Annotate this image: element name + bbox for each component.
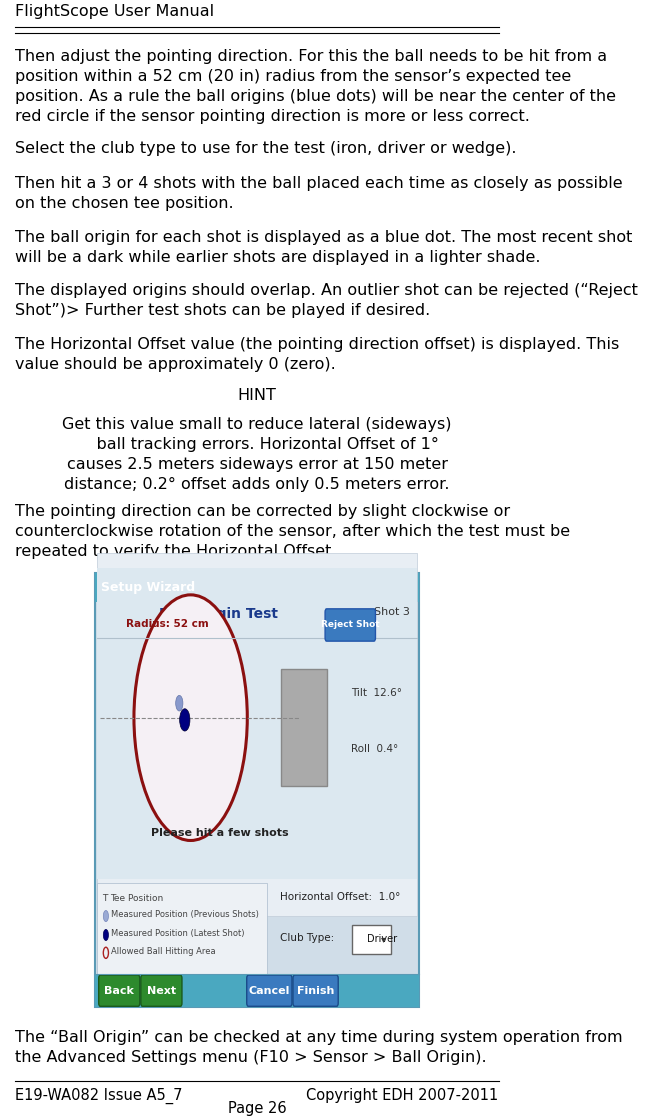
Text: Setup Wizard: Setup Wizard: [101, 581, 195, 594]
FancyBboxPatch shape: [247, 975, 292, 1006]
Text: Measured Position (Previous Shots): Measured Position (Previous Shots): [110, 911, 258, 920]
Text: The pointing direction can be corrected by slight clockwise or
counterclockwise : The pointing direction can be corrected …: [16, 504, 570, 560]
FancyBboxPatch shape: [281, 669, 326, 786]
Text: HINT: HINT: [238, 388, 276, 403]
Text: ▾: ▾: [381, 934, 386, 944]
FancyBboxPatch shape: [325, 609, 376, 641]
Circle shape: [134, 595, 247, 840]
FancyBboxPatch shape: [97, 568, 417, 880]
Text: Ball Origin Test: Ball Origin Test: [158, 608, 278, 621]
Text: Select the club type to use for the test (iron, driver or wedge).: Select the club type to use for the test…: [16, 141, 517, 156]
Text: The “Ball Origin” can be checked at any time during system operation from
the Ad: The “Ball Origin” can be checked at any …: [16, 1029, 623, 1064]
Text: The ball origin for each shot is displayed as a blue dot. The most recent shot
w: The ball origin for each shot is display…: [16, 229, 633, 265]
Text: Shot 3: Shot 3: [374, 608, 410, 618]
Text: The Horizontal Offset value (the pointing direction offset) is displayed. This
v: The Horizontal Offset value (the pointin…: [16, 337, 620, 372]
Circle shape: [180, 708, 190, 731]
Text: Copyright EDH 2007-2011: Copyright EDH 2007-2011: [306, 1088, 498, 1102]
Text: Next: Next: [147, 986, 176, 996]
Text: Radius: 52 cm: Radius: 52 cm: [126, 620, 208, 629]
FancyBboxPatch shape: [352, 925, 391, 953]
Text: Then adjust the pointing direction. For this the ball needs to be hit from a
pos: Then adjust the pointing direction. For …: [16, 49, 617, 124]
Text: Club Type:: Club Type:: [280, 933, 334, 943]
Text: The displayed origins should overlap. An outlier shot can be rejected (“Reject
S: The displayed origins should overlap. An…: [16, 283, 639, 318]
FancyBboxPatch shape: [97, 553, 417, 916]
Text: FlightScope User Manual: FlightScope User Manual: [16, 4, 215, 19]
Circle shape: [176, 695, 183, 711]
FancyBboxPatch shape: [95, 573, 419, 1007]
FancyBboxPatch shape: [97, 883, 267, 974]
FancyBboxPatch shape: [99, 975, 140, 1006]
Text: Horizontal Offset:  1.0°: Horizontal Offset: 1.0°: [280, 892, 400, 902]
Text: Page 26: Page 26: [228, 1101, 286, 1116]
FancyBboxPatch shape: [141, 975, 182, 1006]
Text: Get this value small to reduce lateral (sideways)
    ball tracking errors. Hori: Get this value small to reduce lateral (…: [62, 417, 452, 492]
FancyBboxPatch shape: [293, 975, 338, 1006]
Text: Cancel: Cancel: [249, 986, 290, 996]
Text: Finish: Finish: [297, 986, 334, 996]
Text: Please hit a few shots: Please hit a few shots: [151, 828, 289, 838]
Text: Tee Position: Tee Position: [110, 894, 164, 903]
Text: Reject Shot: Reject Shot: [321, 620, 380, 629]
Circle shape: [103, 911, 108, 922]
FancyBboxPatch shape: [95, 974, 419, 1007]
Circle shape: [103, 930, 108, 941]
Text: Measured Position (Latest Shot): Measured Position (Latest Shot): [110, 930, 244, 939]
Text: Driver: Driver: [367, 934, 397, 944]
Text: T: T: [103, 894, 108, 903]
Text: E19-WA082 Issue A5_7: E19-WA082 Issue A5_7: [16, 1088, 183, 1103]
Text: Roll  0.4°: Roll 0.4°: [351, 744, 398, 754]
FancyBboxPatch shape: [95, 573, 419, 602]
Text: Then hit a 3 or 4 shots with the ball placed each time as closely as possible
on: Then hit a 3 or 4 shots with the ball pl…: [16, 177, 623, 211]
Text: Allowed Ball Hitting Area: Allowed Ball Hitting Area: [110, 948, 215, 957]
Text: Tilt  12.6°: Tilt 12.6°: [351, 688, 402, 698]
Text: Back: Back: [104, 986, 134, 996]
